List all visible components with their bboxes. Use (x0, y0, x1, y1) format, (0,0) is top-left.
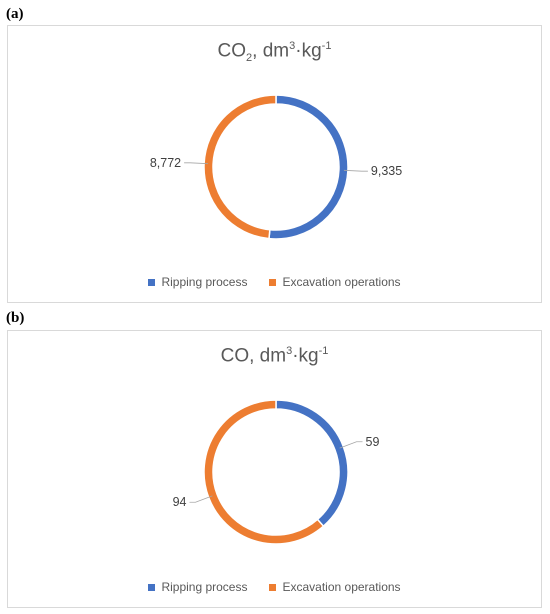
donut-chart-b: 59 94 (173, 399, 380, 545)
chart-panel-a: CO2, dm3·kg-1 9,335 8,772 Ripping process… (7, 25, 542, 303)
legend-label-ripping: Ripping process (161, 580, 248, 594)
legend-swatch-ripping (148, 278, 156, 286)
donut-slice-ripping (275, 399, 349, 528)
leader-line-excavation (189, 495, 213, 503)
donut-slice-excavation (203, 94, 277, 240)
legend-b: Ripping process Excavation operations (8, 580, 541, 594)
legend-label-excavation: Excavation operations (282, 275, 401, 289)
data-label-excavation: 94 (173, 495, 187, 509)
donut-chart-a: 9,335 8,772 (150, 94, 402, 240)
data-label-ripping: 59 (366, 435, 380, 449)
legend-label-excavation: Excavation operations (282, 580, 401, 594)
legend-swatch-ripping (148, 583, 156, 591)
legend-item-ripping: Ripping process (148, 275, 247, 289)
donut-slice-ripping (268, 94, 349, 240)
leader-line-ripping (343, 169, 368, 172)
leader-line-ripping (339, 441, 363, 449)
panel-a-label: (a) (6, 6, 24, 22)
panel-b-label: (b) (6, 310, 25, 326)
data-label-ripping: 9,335 (371, 164, 402, 178)
chart-title-a: CO2, dm3·kg-1 (217, 40, 332, 65)
chart-title-b: CO, dm3·kg-1 (220, 345, 329, 367)
legend-item-excavation: Excavation operations (269, 275, 401, 289)
donut-slice-excavation (203, 399, 325, 545)
legend-swatch-excavation (269, 278, 277, 286)
legend-swatch-excavation (269, 583, 277, 591)
legend-item-ripping: Ripping process (148, 580, 247, 594)
data-label-excavation: 8,772 (150, 156, 181, 170)
leader-line-excavation (184, 162, 209, 165)
chart-panel-b: CO, dm3·kg-1 59 94 Ripping process Excava… (7, 330, 542, 608)
legend-label-ripping: Ripping process (161, 275, 248, 289)
legend-a: Ripping process Excavation operations (8, 275, 541, 289)
legend-item-excavation: Excavation operations (269, 580, 401, 594)
